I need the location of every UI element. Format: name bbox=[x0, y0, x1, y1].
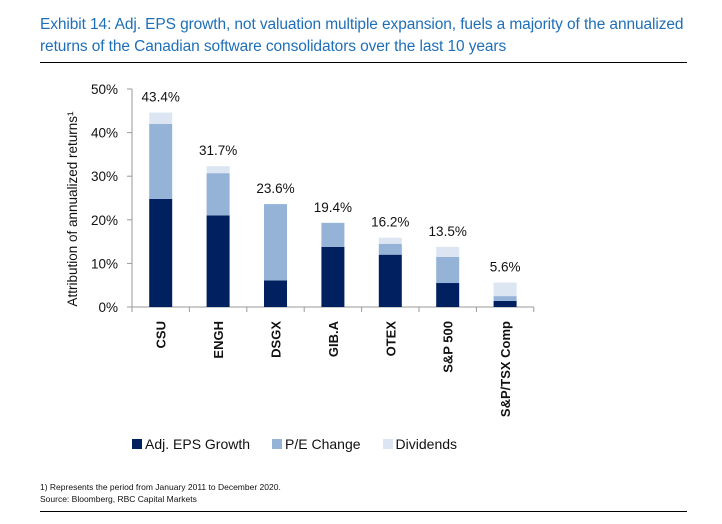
footnotes: 1) Represents the period from January 20… bbox=[40, 481, 281, 505]
total-data-label: 5.6% bbox=[490, 260, 521, 275]
legend-label-pe: P/E Change bbox=[285, 436, 361, 452]
legend-swatch-pe bbox=[272, 439, 283, 449]
y-tick-label: 50% bbox=[91, 82, 118, 97]
category-label: ENGH bbox=[211, 321, 226, 359]
legend-label-eps: Adj. EPS Growth bbox=[145, 436, 251, 452]
category-label: S&P/TSX Comp bbox=[498, 321, 513, 417]
bar-segment-dividends bbox=[206, 166, 230, 174]
bar-segment-pe bbox=[321, 222, 345, 247]
bar-segment-eps bbox=[264, 280, 287, 307]
legend-label-dividends: Dividends bbox=[395, 436, 458, 452]
total-data-label: 31.7% bbox=[199, 143, 237, 158]
footer-divider bbox=[40, 511, 687, 512]
bar-segment-eps bbox=[149, 198, 173, 307]
y-tick-label: 40% bbox=[91, 126, 118, 141]
bar-segment-eps bbox=[378, 254, 402, 307]
y-axis-label-group: Attribution of annualized returns¹ bbox=[65, 111, 80, 307]
bar-segment-pe bbox=[378, 243, 402, 255]
y-tick-label: 30% bbox=[91, 169, 118, 184]
category-label: GIB.A bbox=[326, 320, 341, 357]
total-data-label: 16.2% bbox=[371, 215, 409, 230]
bar-segment-pe bbox=[264, 204, 287, 281]
category-label: OTEX bbox=[383, 321, 398, 357]
y-tick-label: 0% bbox=[98, 300, 118, 315]
bar-segment-eps bbox=[436, 283, 460, 307]
bar-segment-eps bbox=[321, 246, 345, 307]
total-data-label: 43.4% bbox=[142, 90, 180, 105]
bar-segment-pe bbox=[206, 173, 230, 216]
legend-item-dividends: Dividends bbox=[382, 436, 458, 452]
y-tick-label: 10% bbox=[91, 256, 118, 271]
bar-segment-dividends bbox=[436, 246, 460, 257]
title-divider bbox=[40, 62, 687, 63]
data-labels: 43.4% 31.7% 23.6% 19.4% 16.2% 13.5% 5.6% bbox=[142, 90, 521, 275]
total-data-label: 19.4% bbox=[314, 200, 352, 215]
bar-segment-dividends bbox=[378, 237, 402, 244]
bar-segment-pe bbox=[436, 256, 460, 284]
bar-segment-pe bbox=[149, 123, 173, 199]
legend-swatch-eps bbox=[132, 439, 142, 449]
category-labels: CSU ENGH DSGX GIB.A OTEX S&P 500 S&P/TSX Comp bbox=[154, 320, 513, 417]
bars bbox=[149, 112, 517, 307]
exhibit-title: Exhibit 14: Adj. EPS growth, not valuati… bbox=[40, 16, 684, 55]
legend: Adj. EPS Growth P/E Change Dividends bbox=[132, 436, 457, 452]
category-label: CSU bbox=[154, 321, 169, 348]
bar-segment-dividends bbox=[493, 282, 517, 297]
y-axis-label: Attribution of annualized returns¹ bbox=[65, 111, 80, 307]
total-data-label: 23.6% bbox=[256, 181, 294, 196]
legend-item-pe: P/E Change bbox=[272, 436, 361, 452]
total-data-label: 13.5% bbox=[429, 224, 467, 239]
bar-segment-eps bbox=[206, 215, 230, 307]
legend-swatch-dividends bbox=[382, 439, 393, 449]
bar-segment-eps bbox=[493, 300, 517, 307]
category-label: S&P 500 bbox=[441, 321, 456, 373]
footnote-source: Source: Bloomberg, RBC Capital Markets bbox=[40, 494, 197, 504]
bar-segment-dividends bbox=[149, 112, 173, 124]
bar-segment-pe bbox=[493, 296, 517, 301]
category-label: DSGX bbox=[269, 321, 284, 358]
legend-item-eps: Adj. EPS Growth bbox=[132, 436, 250, 452]
y-tick-label: 20% bbox=[91, 213, 118, 228]
footnote-period: 1) Represents the period from January 20… bbox=[40, 482, 281, 492]
